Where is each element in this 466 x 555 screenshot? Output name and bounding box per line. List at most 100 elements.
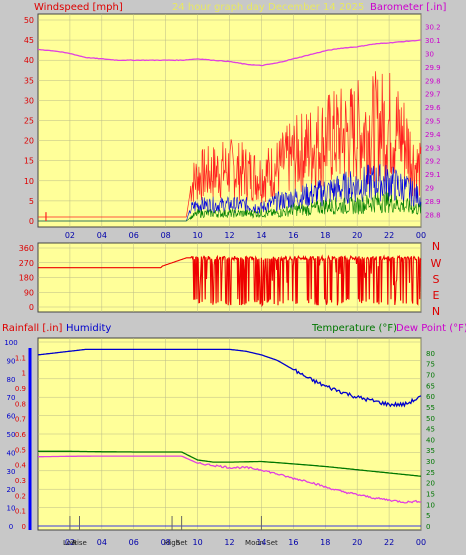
humidity-axis-label: Humidity xyxy=(66,323,111,334)
rainfall-axis-label: Rainfall [.in] xyxy=(2,323,63,334)
rain-tick-label: 0.3 xyxy=(15,477,26,485)
humidity-tick-label: 30 xyxy=(7,468,16,476)
barometer-series xyxy=(37,39,422,67)
temperature-axis-label: Temperature (°F) xyxy=(311,323,397,334)
temperature-tick-label: 50 xyxy=(426,415,435,423)
temperature-tick-label: 0 xyxy=(426,523,430,531)
rain-tick-label: 0.1 xyxy=(15,508,26,516)
wind-series-average xyxy=(38,191,422,222)
humidity-tick-label: 100 xyxy=(4,339,17,347)
time-tick-label: 18 xyxy=(320,538,330,547)
time-tick-label: 22 xyxy=(384,231,394,240)
temperature-tick-label: 75 xyxy=(426,361,435,369)
temperature-tick-label: 40 xyxy=(426,436,435,444)
temperature-tick-label: 15 xyxy=(426,491,435,499)
rain-tick-label: 0.5 xyxy=(15,446,26,454)
humidity-tick-label: 90 xyxy=(7,357,16,365)
axis-tick-labels: 0510152025303540455028.828.92929.129.229… xyxy=(4,16,441,547)
barometer-tick-label: 30.2 xyxy=(425,24,441,32)
barometer-tick-label: 29.2 xyxy=(425,158,441,166)
barometer-tick-label: 29 xyxy=(425,185,434,193)
rain-tick-label: 1.1 xyxy=(15,354,26,362)
astro-label: Low xyxy=(63,539,77,547)
time-tick-label: 12 xyxy=(224,231,234,240)
wind-tick-label: 30 xyxy=(24,96,34,105)
barometer-tick-label: 29.6 xyxy=(425,104,441,112)
temperature-tick-label: 65 xyxy=(426,382,435,390)
direction-tick-label: 360 xyxy=(19,244,34,253)
rain-tick-label: 1 xyxy=(22,370,26,378)
direction-tick-label: 0 xyxy=(29,303,34,312)
humidity-tick-label: 50 xyxy=(7,431,16,439)
temperature-tick-label: 80 xyxy=(426,350,435,358)
barometer-tick-label: 29.4 xyxy=(425,131,441,139)
series-temperature xyxy=(38,450,422,477)
time-tick-label: 08 xyxy=(161,538,171,547)
temperature-tick-label: 20 xyxy=(426,480,435,488)
astro-label: Moon Set xyxy=(245,539,278,547)
humidity-tick-label: 40 xyxy=(7,449,16,457)
series-dew-point xyxy=(38,455,422,504)
wind-tick-label: 5 xyxy=(29,197,34,206)
temperature-tick-label: 35 xyxy=(426,447,435,455)
time-tick-label: 10 xyxy=(192,538,202,547)
wind-tick-label: 20 xyxy=(24,137,34,146)
temperature-tick-label: 60 xyxy=(426,393,435,401)
time-tick-label: 06 xyxy=(129,538,139,547)
rain-tick-label: 0.7 xyxy=(15,416,26,424)
direction-series xyxy=(38,254,422,308)
direction-letter-n: N xyxy=(432,240,440,253)
barometer-tick-label: 30 xyxy=(425,51,434,59)
time-tick-label: 02 xyxy=(65,538,75,547)
wind-tick-label: 15 xyxy=(24,157,34,166)
rain-tick-label: 0.2 xyxy=(15,492,26,500)
time-tick-label: 20 xyxy=(352,231,362,240)
barometer-tick-label: 29.9 xyxy=(425,64,441,72)
barometer-axis-label: Barometer [.in] xyxy=(370,2,446,13)
time-tick-label: 04 xyxy=(97,231,107,240)
barometer-tick-label: 29.7 xyxy=(425,91,441,99)
time-tick-label: 14 xyxy=(256,538,266,547)
humidity-tick-label: 10 xyxy=(7,505,16,513)
wind-tick-label: 45 xyxy=(24,36,34,45)
rain-tick-label: 0 xyxy=(22,523,26,531)
time-tick-label: 00 xyxy=(416,231,426,240)
time-tick-label: 22 xyxy=(384,538,394,547)
barometer-tick-label: 29.3 xyxy=(425,144,441,152)
wind-tick-label: 50 xyxy=(24,16,34,25)
direction-tick-label: 90 xyxy=(24,288,34,297)
time-tick-label: 12 xyxy=(224,538,234,547)
barometer-tick-label: 28.8 xyxy=(425,211,441,219)
rain-tick-label: 0.4 xyxy=(15,462,27,470)
wind-tick-label: 0 xyxy=(29,217,34,226)
time-tick-label: 18 xyxy=(320,231,330,240)
dewpoint-axis-label: Dew Point (°F) xyxy=(396,323,466,334)
wind-tick-label: 10 xyxy=(24,177,34,186)
astro-label: Rise xyxy=(72,539,87,547)
temperature-tick-label: 55 xyxy=(426,404,435,412)
series-humidity xyxy=(37,348,422,408)
temperature-tick-label: 45 xyxy=(426,426,435,434)
temperature-tick-label: 70 xyxy=(426,371,435,379)
barometer-tick-label: 29.1 xyxy=(425,171,441,179)
rain-tick-label: 0.6 xyxy=(15,431,27,439)
data-series xyxy=(37,39,422,527)
direction-tick-label: 180 xyxy=(19,274,34,283)
wind-axis-label: Windspeed [mph] xyxy=(34,2,123,13)
time-tick-label: 08 xyxy=(161,231,171,240)
barometer-tick-label: 28.9 xyxy=(425,198,441,206)
temperature-tick-label: 5 xyxy=(426,512,430,520)
chart-title: 24 hour graph day December 14 2025 xyxy=(172,2,364,13)
temperature-tick-label: 10 xyxy=(426,501,435,509)
direction-tick-label: 270 xyxy=(19,259,34,268)
time-tick-label: 02 xyxy=(65,231,75,240)
time-tick-label: 16 xyxy=(288,538,298,547)
time-tick-label: 20 xyxy=(352,538,362,547)
rain-tick-label: 0.8 xyxy=(15,400,26,408)
barometer-tick-label: 29.5 xyxy=(425,118,441,126)
direction-letter-s: S xyxy=(433,273,440,286)
direction-letter-n2: N xyxy=(432,305,440,318)
time-tick-label: 00 xyxy=(416,538,426,547)
temperature-tick-label: 30 xyxy=(426,458,435,466)
